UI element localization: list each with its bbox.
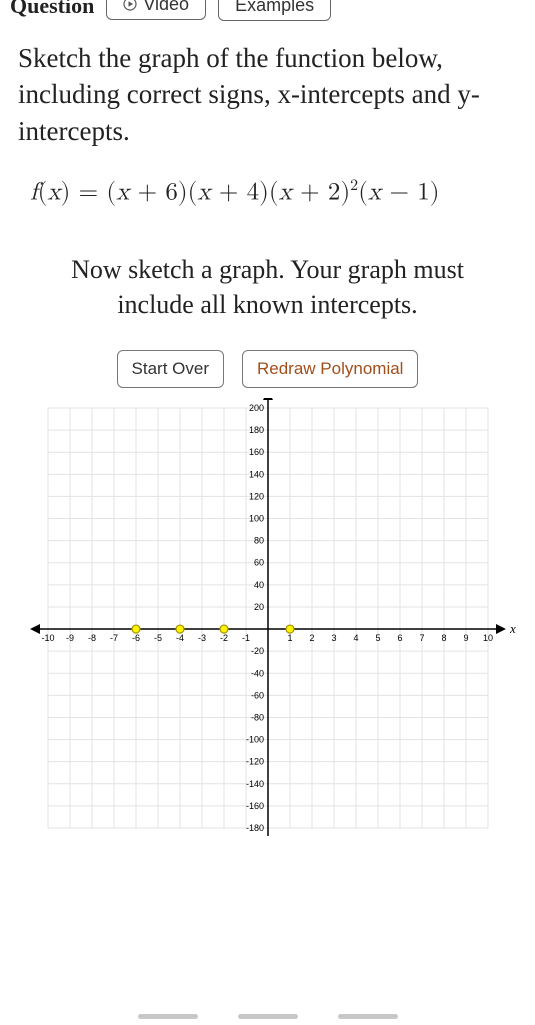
svg-text:-60: -60 <box>250 690 263 700</box>
svg-text:-140: -140 <box>245 779 263 789</box>
svg-text:-100: -100 <box>245 734 263 744</box>
svg-text:-5: -5 <box>153 633 161 643</box>
start-over-button[interactable]: Start Over <box>117 350 224 388</box>
svg-text:200: 200 <box>248 403 263 413</box>
indicator-dot <box>138 1014 198 1019</box>
svg-text:3: 3 <box>331 633 336 643</box>
svg-text:-40: -40 <box>250 668 263 678</box>
svg-text:-180: -180 <box>245 823 263 833</box>
examples-button[interactable]: Examples <box>218 0 331 21</box>
svg-text:7: 7 <box>419 633 424 643</box>
svg-text:20: 20 <box>253 602 263 612</box>
svg-text:10: 10 <box>482 633 492 643</box>
svg-text:1: 1 <box>287 633 292 643</box>
svg-text:-6: -6 <box>131 633 139 643</box>
svg-text:120: 120 <box>248 491 263 501</box>
question-prompt: Sketch the graph of the function below, … <box>0 22 535 149</box>
video-label: Video <box>143 0 189 15</box>
svg-text:4: 4 <box>353 633 358 643</box>
svg-text:60: 60 <box>253 558 263 568</box>
question-label: Question <box>10 0 94 17</box>
svg-text:-80: -80 <box>250 712 263 722</box>
indicator-dot <box>238 1014 298 1019</box>
svg-text:-3: -3 <box>197 633 205 643</box>
svg-text:-120: -120 <box>245 757 263 767</box>
svg-text:x: x <box>509 621 516 636</box>
svg-text:-2: -2 <box>219 633 227 643</box>
svg-text:-7: -7 <box>109 633 117 643</box>
svg-text:-10: -10 <box>41 633 54 643</box>
svg-text:5: 5 <box>375 633 380 643</box>
graph-instruction: Now sketch a graph. Your graph must incl… <box>0 208 535 322</box>
examples-label: Examples <box>235 0 314 16</box>
play-icon <box>123 0 137 11</box>
redraw-polynomial-button[interactable]: Redraw Polynomial <box>242 350 418 388</box>
svg-text:100: 100 <box>248 513 263 523</box>
coordinate-graph[interactable]: -10 -9 -8 -7 -6 -5 -4 -3 -2 -1 1 2 3 4 5 6 7 8 9 10 -180 -160… <box>18 398 518 838</box>
page-indicators <box>0 1014 535 1019</box>
function-formula: f(x) = (x + 6)(x + 4)(x + 2)2(x − 1) <box>0 149 535 207</box>
svg-text:8: 8 <box>441 633 446 643</box>
indicator-dot <box>338 1014 398 1019</box>
svg-text:180: 180 <box>248 425 263 435</box>
svg-text:-9: -9 <box>65 633 73 643</box>
svg-text:160: 160 <box>248 447 263 457</box>
svg-text:-8: -8 <box>87 633 95 643</box>
svg-text:2: 2 <box>309 633 314 643</box>
svg-text:80: 80 <box>253 535 263 545</box>
svg-text:-20: -20 <box>250 646 263 656</box>
svg-text:40: 40 <box>253 580 263 590</box>
svg-text:-4: -4 <box>175 633 183 643</box>
svg-text:-1: -1 <box>241 633 249 643</box>
svg-text:9: 9 <box>463 633 468 643</box>
svg-text:140: 140 <box>248 469 263 479</box>
video-button[interactable]: Video <box>106 0 206 20</box>
svg-text:6: 6 <box>397 633 402 643</box>
svg-text:-160: -160 <box>245 801 263 811</box>
